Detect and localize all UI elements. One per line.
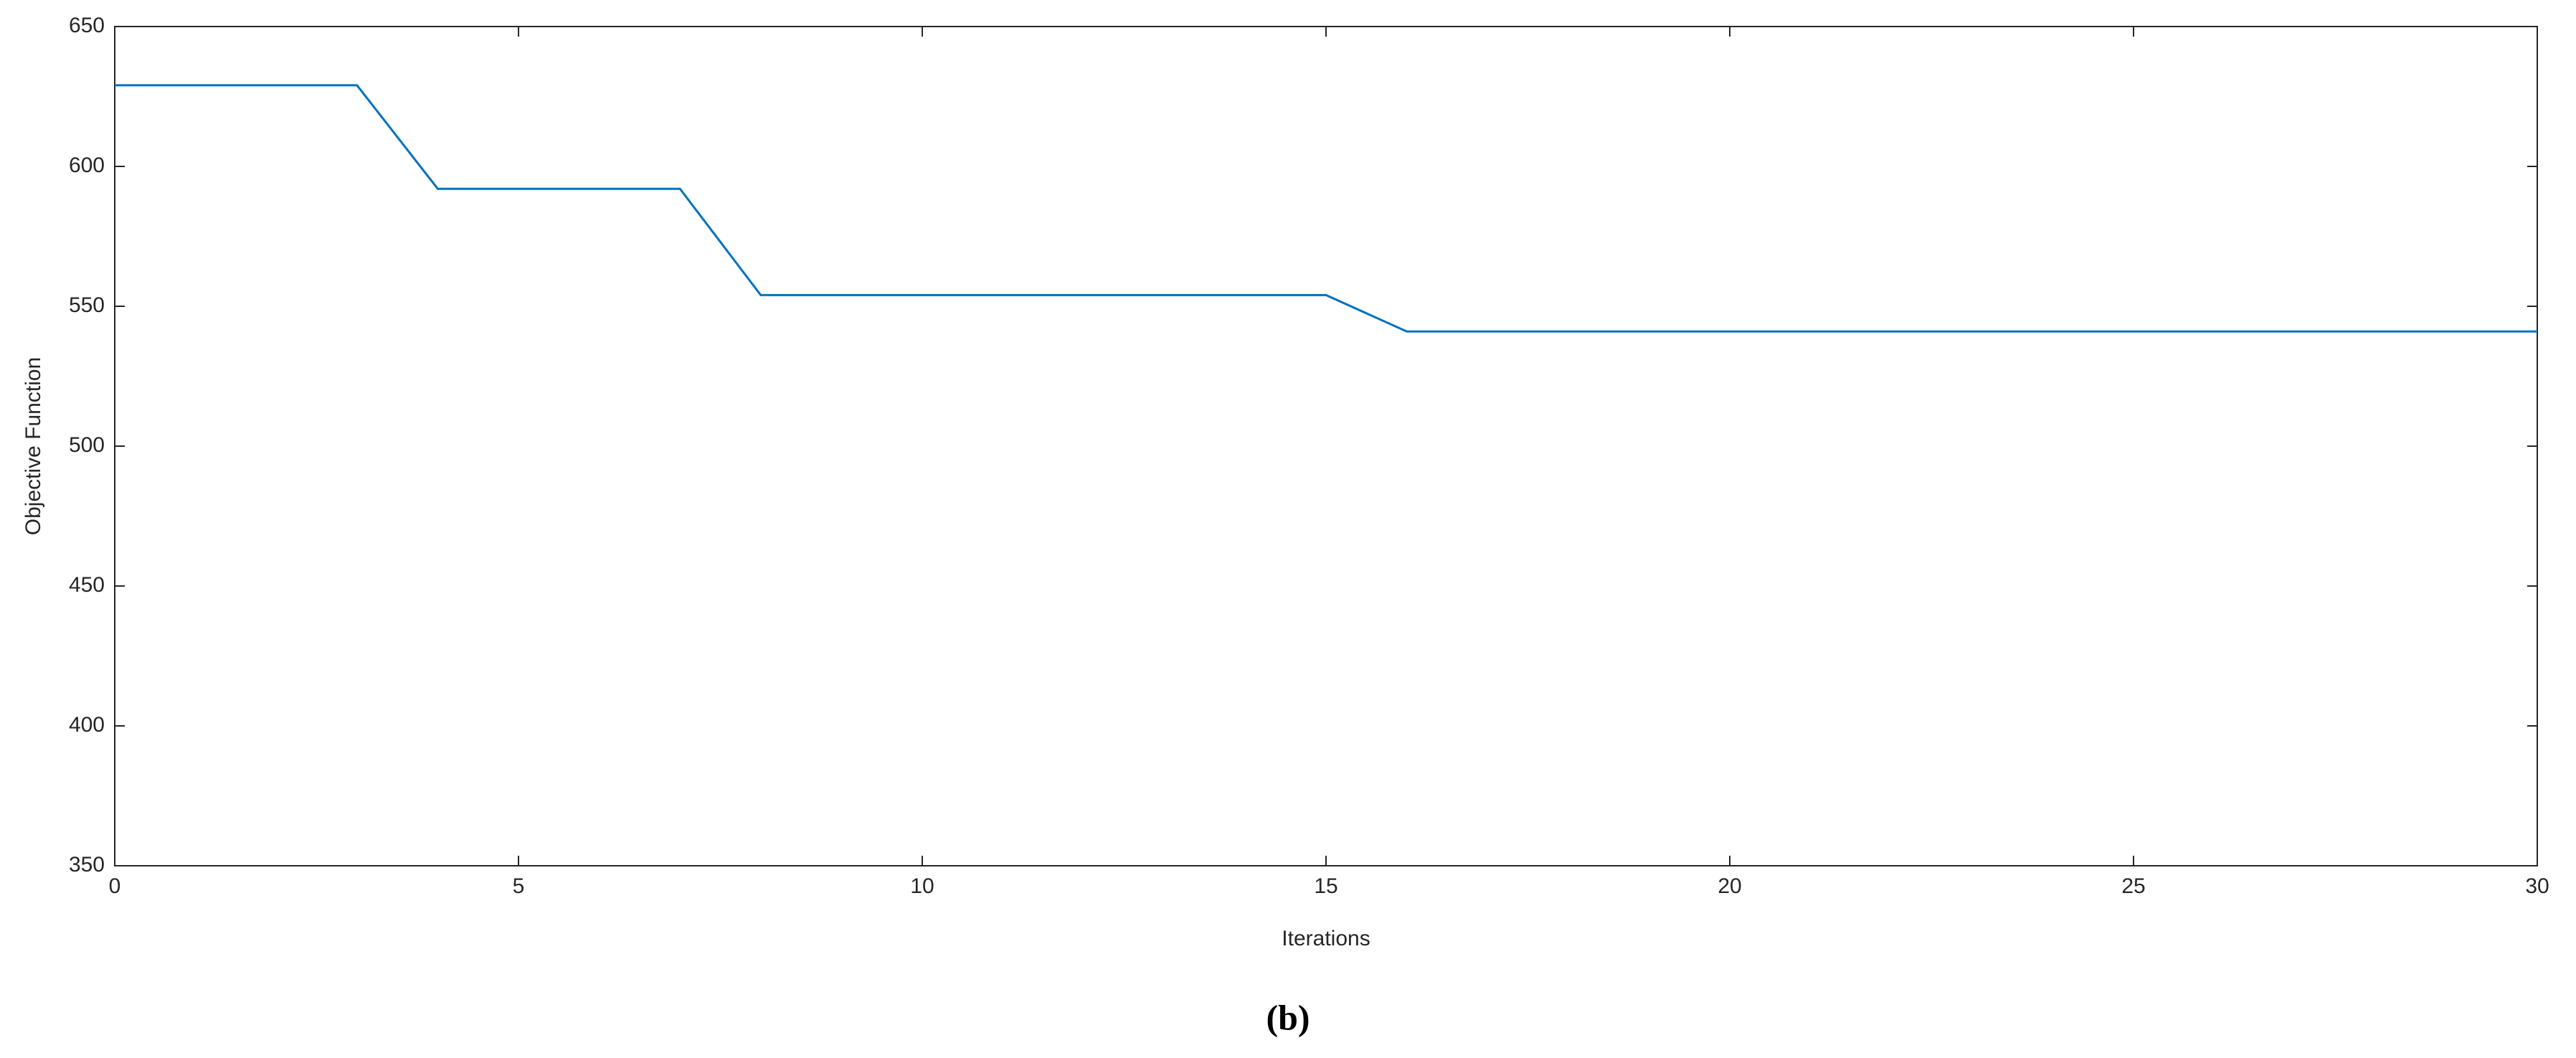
y-axis-label: Objective Function xyxy=(22,357,45,535)
data-line xyxy=(115,84,2537,333)
x-tick-label: 20 xyxy=(1718,874,1741,898)
x-tick-label: 25 xyxy=(2121,874,2145,898)
x-tick-label: 10 xyxy=(910,874,934,898)
x-tick-label: 30 xyxy=(2525,874,2549,898)
y-tick-label: 650 xyxy=(69,14,105,37)
y-tick-label: 350 xyxy=(69,853,105,877)
y-tick-label: 550 xyxy=(69,293,105,317)
y-tick-label: 600 xyxy=(69,153,105,177)
x-tick-label: 5 xyxy=(513,874,525,898)
x-axis-label: Iterations xyxy=(1282,927,1370,950)
y-tick-label: 500 xyxy=(69,433,105,457)
y-tick-label: 450 xyxy=(69,573,105,597)
x-tick-label: 0 xyxy=(109,874,121,898)
y-tick-label: 400 xyxy=(69,713,105,737)
caption: (b) xyxy=(1266,997,1310,1037)
x-tick-label: 15 xyxy=(1314,874,1337,898)
